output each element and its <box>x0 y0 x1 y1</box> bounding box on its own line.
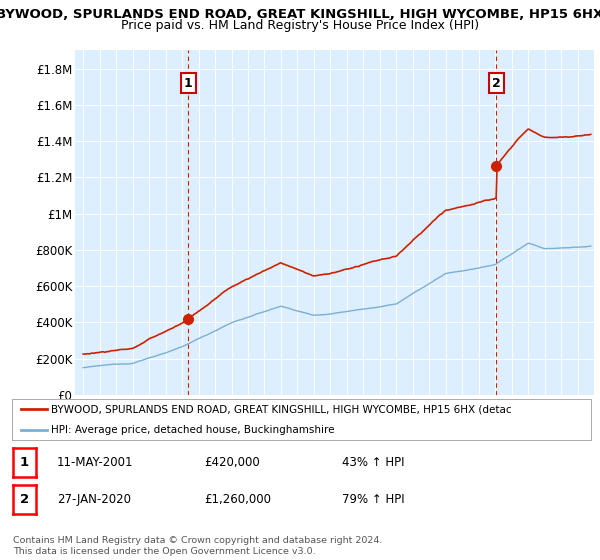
Text: 2: 2 <box>492 77 500 90</box>
Text: 1: 1 <box>20 456 29 469</box>
Text: 2: 2 <box>20 493 29 506</box>
Text: This data is licensed under the Open Government Licence v3.0.: This data is licensed under the Open Gov… <box>13 547 316 556</box>
Text: £420,000: £420,000 <box>204 456 260 469</box>
Text: £1,260,000: £1,260,000 <box>204 493 271 506</box>
Text: Contains HM Land Registry data © Crown copyright and database right 2024.: Contains HM Land Registry data © Crown c… <box>13 536 383 545</box>
Text: 27-JAN-2020: 27-JAN-2020 <box>57 493 131 506</box>
Text: 11-MAY-2001: 11-MAY-2001 <box>57 456 133 469</box>
Text: 43% ↑ HPI: 43% ↑ HPI <box>342 456 404 469</box>
Text: 1: 1 <box>184 77 193 90</box>
Text: HPI: Average price, detached house, Buckinghamshire: HPI: Average price, detached house, Buck… <box>52 424 335 435</box>
Text: BYWOOD, SPURLANDS END ROAD, GREAT KINGSHILL, HIGH WYCOMBE, HP15 6HX: BYWOOD, SPURLANDS END ROAD, GREAT KINGSH… <box>0 8 600 21</box>
Text: BYWOOD, SPURLANDS END ROAD, GREAT KINGSHILL, HIGH WYCOMBE, HP15 6HX (detac: BYWOOD, SPURLANDS END ROAD, GREAT KINGSH… <box>52 404 512 414</box>
Text: 79% ↑ HPI: 79% ↑ HPI <box>342 493 404 506</box>
Text: Price paid vs. HM Land Registry's House Price Index (HPI): Price paid vs. HM Land Registry's House … <box>121 19 479 32</box>
